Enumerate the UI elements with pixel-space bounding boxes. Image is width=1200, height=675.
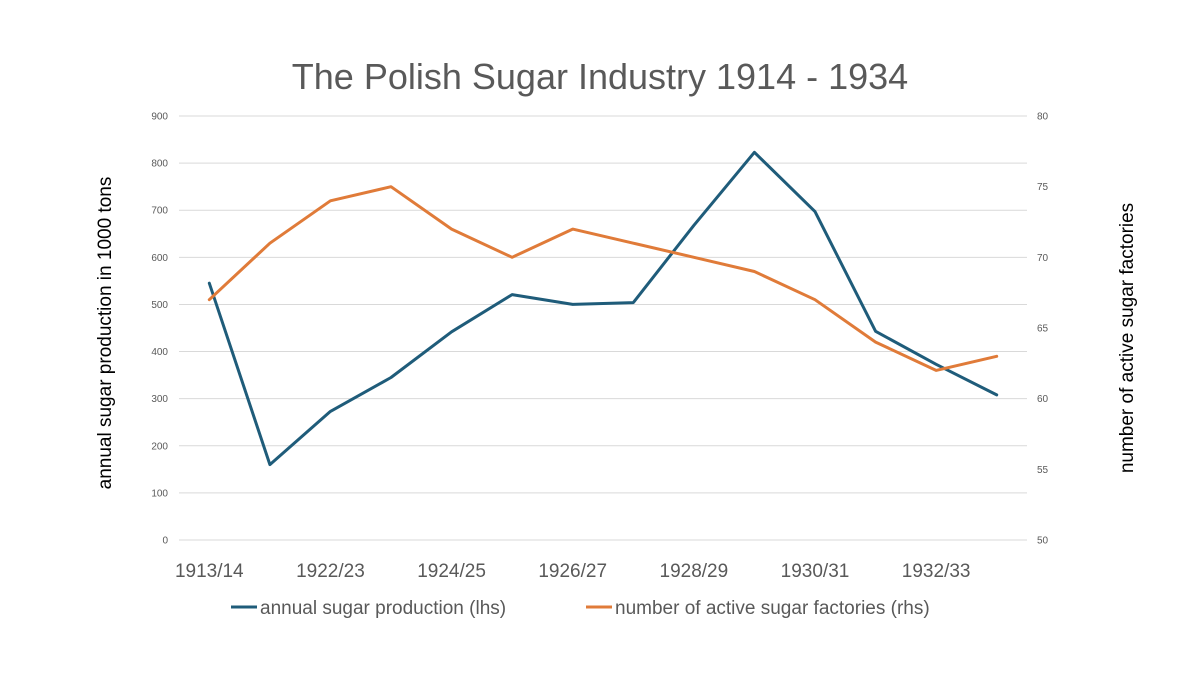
y-right-tick-label: 70 [1037,253,1049,264]
gridlines [179,115,1027,541]
y-left-tick-label: 400 [151,347,168,358]
x-tick-label: 1913/14 [175,561,244,582]
chart-title: The Polish Sugar Industry 1914 - 1934 [292,56,908,97]
y-right-tick-label: 75 [1037,182,1049,193]
series-line-factories [207,185,999,372]
x-tick-label: 1922/23 [296,561,365,582]
x-tick-label: 1932/33 [902,561,971,582]
y-left-tick-label: 900 [151,112,168,123]
x-axis-ticks: 1913/14 1922/23 1924/25 1926/27 1928/29 1930/… [175,561,971,582]
y-right-tick-label: 60 [1037,394,1049,405]
y-axis-left-ticks: 0 100 200 300 400 500 600 700 800 900 [151,112,168,547]
series-line-production [207,150,999,467]
legend: annual sugar production (lhs) number of … [231,598,930,619]
x-tick-label: 1926/27 [538,561,607,582]
x-tick-label: 1924/25 [417,561,486,582]
y-right-tick-label: 65 [1037,324,1049,335]
legend-label-factories: number of active sugar factories (rhs) [615,598,930,619]
y-right-tick-label: 50 [1037,536,1049,547]
legend-label-production: annual sugar production (lhs) [260,598,506,619]
y-left-tick-label: 800 [151,159,168,170]
y-axis-left-title: annual sugar production in 1000 tons [95,177,116,490]
x-tick-label: 1928/29 [660,561,729,582]
y-left-tick-label: 500 [151,300,168,311]
x-tick-label: 1930/31 [781,561,850,582]
y-right-tick-label: 80 [1037,112,1049,123]
y-left-tick-label: 0 [162,536,168,547]
y-left-tick-label: 600 [151,253,168,264]
y-right-tick-label: 55 [1037,465,1049,476]
y-left-tick-label: 300 [151,394,168,405]
y-left-tick-label: 100 [151,488,168,499]
series-lines [207,150,999,467]
y-left-tick-label: 700 [151,206,168,217]
y-axis-right-title: number of active sugar factories [1117,203,1138,473]
y-axis-right-ticks: 50 55 60 65 70 75 80 [1037,112,1049,547]
y-left-tick-label: 200 [151,441,168,452]
